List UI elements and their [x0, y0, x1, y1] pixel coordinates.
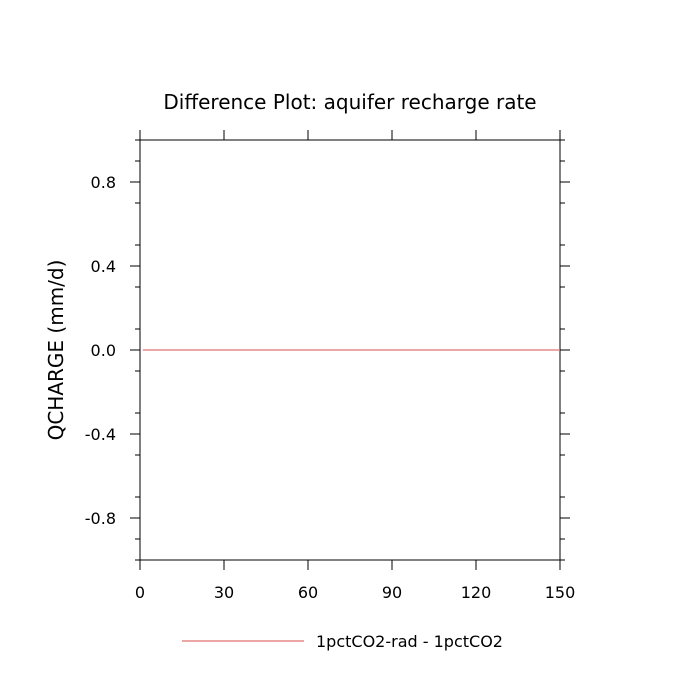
y-tick-label: -0.4 [85, 425, 116, 444]
legend-label: 1pctCO2-rad - 1pctCO2 [316, 632, 503, 651]
y-axis-label: QCHARGE (mm/d) [44, 260, 68, 441]
x-tick-label: 120 [461, 583, 492, 602]
axis-ticks [130, 130, 570, 570]
x-tick-label: 30 [214, 583, 234, 602]
legend: 1pctCO2-rad - 1pctCO2 [182, 632, 503, 651]
y-tick-label: 0.4 [91, 257, 116, 276]
x-tick-label: 150 [545, 583, 576, 602]
y-tick-label: 0.8 [91, 173, 116, 192]
x-tick-label: 0 [135, 583, 145, 602]
axis-tick-labels: 0 30 60 90 120 150 0.8 0.4 0.0 -0.4 -0.8 [85, 173, 575, 602]
y-tick-label: -0.8 [85, 509, 116, 528]
x-tick-label: 90 [382, 583, 402, 602]
chart-title: Difference Plot: aquifer recharge rate [163, 90, 536, 114]
x-tick-label: 60 [298, 583, 318, 602]
y-tick-label: 0.0 [91, 341, 116, 360]
